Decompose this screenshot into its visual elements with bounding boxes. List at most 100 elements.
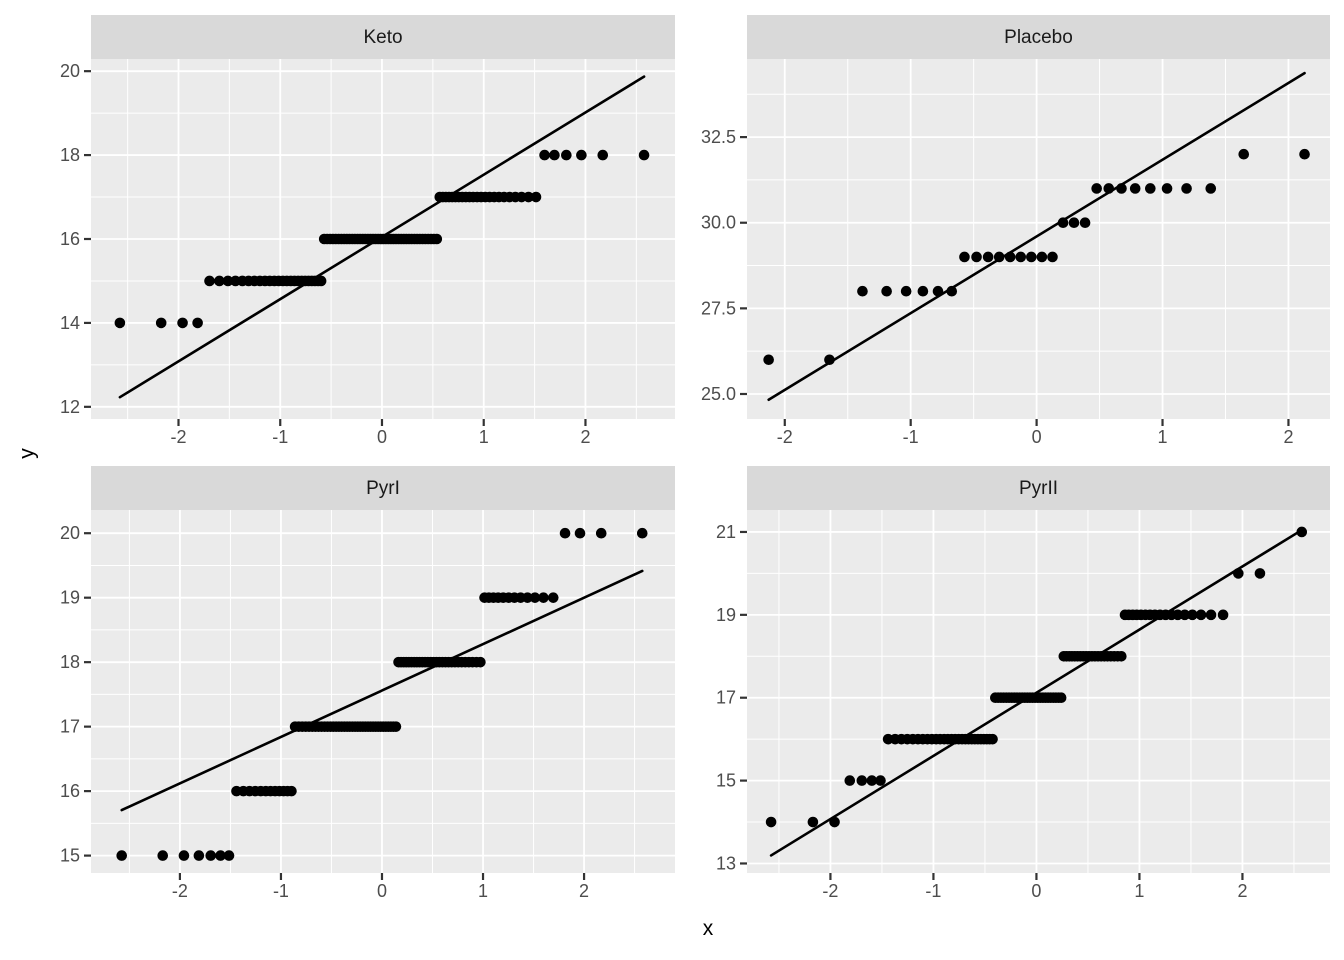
facet-strip-placebo: Placebo <box>747 15 1330 59</box>
data-point <box>204 275 215 287</box>
tick-marks-pyrii <box>740 530 1244 880</box>
data-point <box>549 149 560 161</box>
data-point <box>214 275 225 287</box>
data-point <box>993 251 1005 263</box>
data-point <box>856 775 868 786</box>
x-tick-label: 2 <box>1283 427 1293 447</box>
y-tick-label: 18 <box>60 145 80 165</box>
data-point <box>178 850 190 861</box>
x-tick-label: -2 <box>170 427 186 447</box>
data-point <box>1254 568 1266 579</box>
x-tick-label: 1 <box>1134 881 1144 901</box>
data-point <box>529 592 541 603</box>
data-point <box>157 850 169 861</box>
data-point <box>1116 650 1127 662</box>
x-tick-label: 2 <box>579 881 589 901</box>
x-tick-label: -2 <box>822 881 838 901</box>
x-tick-label: -1 <box>925 881 941 901</box>
x-tick-labels-placebo: -2 -1 0 1 2 <box>777 427 1294 447</box>
data-point <box>1205 609 1217 621</box>
data-point <box>1055 692 1067 704</box>
data-point <box>900 285 912 297</box>
data-point <box>222 275 234 287</box>
x-tick-label: -1 <box>903 427 919 447</box>
data-point <box>1205 183 1217 194</box>
y-tick-label: 15 <box>60 846 80 866</box>
data-point <box>1179 609 1191 621</box>
x-tick-label: 2 <box>1237 881 1247 901</box>
data-points-pyri <box>116 527 648 861</box>
data-point <box>959 251 970 263</box>
data-point <box>1036 251 1048 263</box>
data-point <box>561 149 572 161</box>
x-tick-label: -2 <box>777 427 793 447</box>
data-point <box>857 285 868 297</box>
major-gridlines-placebo <box>747 59 1330 419</box>
y-tick-label: 16 <box>60 229 80 249</box>
facet-strip-pyrii: PyrII <box>747 466 1330 510</box>
minor-gridlines-placebo <box>747 59 1330 419</box>
qq-reference-line-pyri <box>120 569 644 812</box>
data-point <box>638 149 650 161</box>
y-tick-label: 17 <box>60 717 80 737</box>
y-tick-label: 25.0 <box>701 384 736 404</box>
data-point <box>1296 526 1308 538</box>
x-tick-label: 1 <box>1158 427 1168 447</box>
data-point <box>539 149 550 161</box>
data-point <box>1181 183 1192 194</box>
data-point <box>1004 251 1016 263</box>
y-tick-label: 17 <box>716 688 736 708</box>
data-points-keto <box>114 149 650 329</box>
data-point <box>530 191 542 203</box>
data-point <box>824 354 835 366</box>
facet-strip-keto: Keto <box>91 15 675 59</box>
data-point <box>114 317 126 329</box>
x-tick-label: 0 <box>377 427 387 447</box>
data-point <box>475 656 486 668</box>
panel-background-pyri <box>91 510 675 873</box>
data-point <box>807 816 819 828</box>
y-tick-label: 18 <box>60 652 80 672</box>
data-point <box>1057 217 1069 229</box>
data-point <box>917 285 929 297</box>
facet-strip-pyri-label: PyrI <box>366 477 400 499</box>
data-point <box>1047 251 1058 263</box>
data-point <box>431 233 443 245</box>
x-tick-label: -2 <box>172 881 188 901</box>
data-point <box>946 285 958 297</box>
data-point <box>547 592 559 603</box>
y-tick-labels-placebo: 25.0 27.5 30.0 32.5 <box>701 127 736 404</box>
data-point <box>1233 568 1244 579</box>
data-points-placebo <box>763 148 1310 366</box>
facet-strip-pyrii-label: PyrII <box>1018 477 1059 499</box>
data-point <box>763 354 774 366</box>
data-point <box>971 251 982 263</box>
minor-gridlines-pyri <box>91 510 675 873</box>
data-point <box>523 191 534 203</box>
x-tick-label: -1 <box>273 881 289 901</box>
data-point <box>1238 148 1250 160</box>
x-tick-labels-keto: -2 -1 0 1 2 <box>170 427 590 447</box>
data-point <box>597 149 609 161</box>
x-tick-label: 0 <box>377 881 387 901</box>
y-tick-label: 12 <box>60 397 80 417</box>
y-tick-label: 13 <box>716 853 736 873</box>
facet-strip-keto-label: Keto <box>363 26 403 48</box>
data-point <box>574 527 586 539</box>
data-point <box>1015 251 1027 263</box>
data-point <box>1091 183 1102 194</box>
data-point <box>155 317 167 329</box>
facet-strip-placebo-label: Placebo <box>1004 26 1073 48</box>
x-tick-label: 1 <box>478 881 488 901</box>
data-point <box>1103 183 1115 194</box>
y-tick-label: 15 <box>716 771 736 791</box>
data-point <box>223 850 235 861</box>
y-tick-label: 14 <box>60 313 80 333</box>
data-point <box>765 816 777 828</box>
x-tick-label: -1 <box>272 427 288 447</box>
data-point <box>390 721 402 732</box>
data-points-pyrii <box>765 526 1308 828</box>
data-point <box>1068 217 1080 229</box>
